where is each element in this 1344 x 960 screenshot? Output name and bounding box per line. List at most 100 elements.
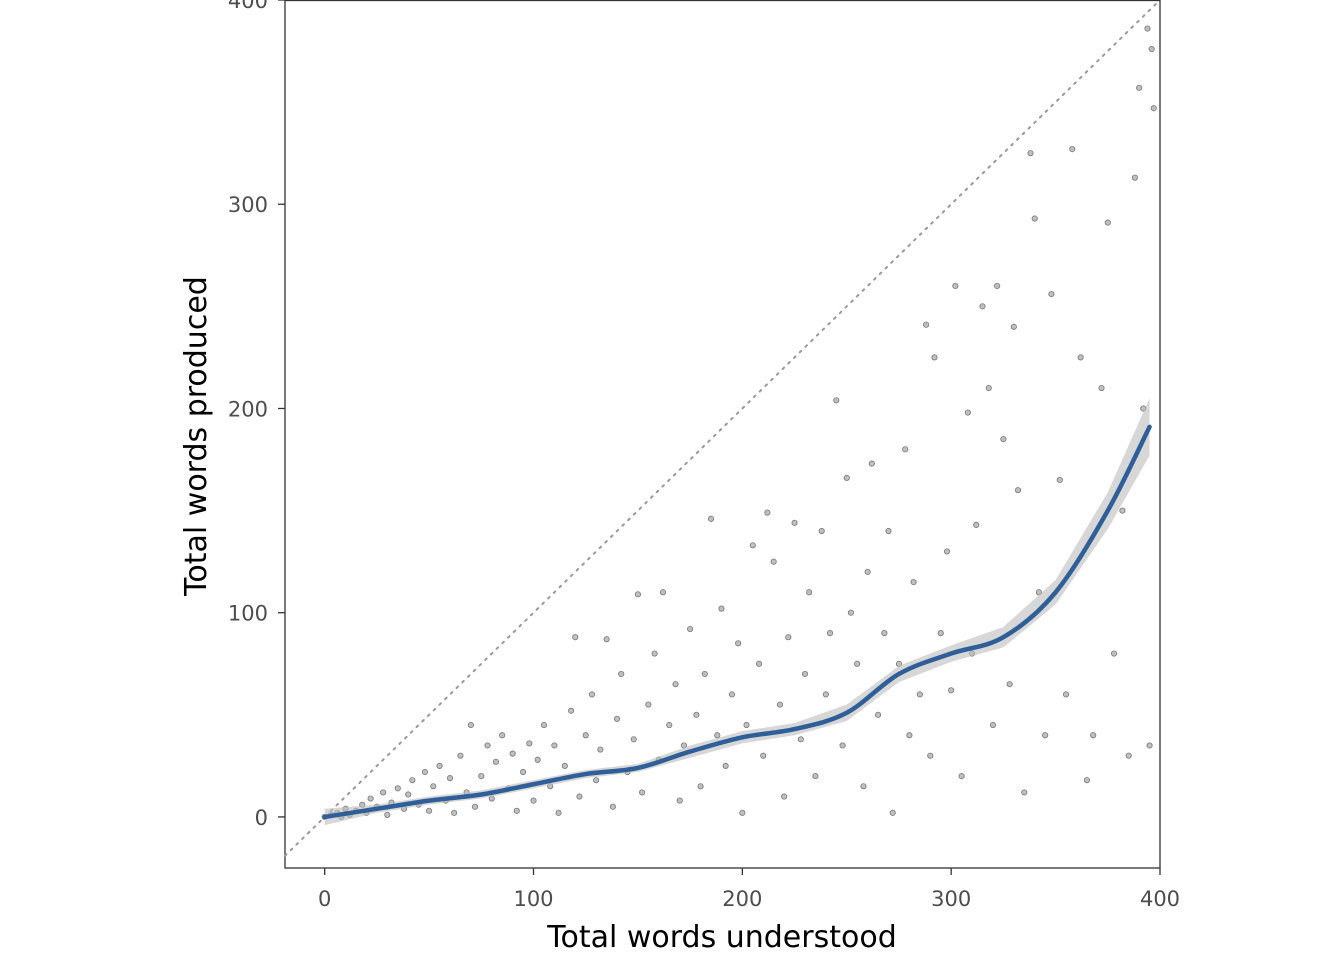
smooth-fit-line <box>322 424 1152 820</box>
data-point <box>676 797 683 804</box>
data-point <box>749 542 756 549</box>
data-point <box>1077 354 1084 361</box>
data-point <box>1056 476 1063 484</box>
data-point <box>1000 436 1007 443</box>
data-point <box>666 721 673 729</box>
data-point <box>958 772 965 780</box>
data-point <box>603 636 610 643</box>
data-point <box>764 509 771 516</box>
x-tick-label: 100 <box>513 887 553 911</box>
data-point <box>791 519 798 526</box>
data-point <box>492 758 500 765</box>
data-point <box>881 630 888 637</box>
data-point <box>916 691 923 698</box>
data-point <box>1090 732 1097 739</box>
data-point <box>436 762 443 769</box>
data-point <box>943 548 951 555</box>
data-point <box>743 721 750 729</box>
data-point <box>567 707 575 714</box>
x-tick-label: 0 <box>318 887 331 911</box>
data-point <box>630 736 637 743</box>
data-point <box>701 670 708 678</box>
data-point <box>1098 384 1105 392</box>
data-point <box>582 732 589 739</box>
data-point <box>540 721 548 729</box>
y-axis-title: Total words produced <box>179 276 214 597</box>
data-point <box>1119 507 1126 514</box>
data-point <box>597 746 604 753</box>
data-point <box>1031 215 1038 222</box>
data-point <box>760 752 767 759</box>
data-point <box>1104 219 1111 226</box>
data-point <box>843 474 850 482</box>
data-point <box>526 740 533 747</box>
y-tick-label: 100 <box>228 602 268 626</box>
data-point <box>1148 45 1155 53</box>
data-point <box>923 321 930 328</box>
data-point <box>1125 752 1132 759</box>
data-point <box>618 670 625 678</box>
y-tick-label: 400 <box>228 0 268 13</box>
data-point <box>826 630 834 637</box>
data-point <box>833 397 840 404</box>
data-point <box>722 762 729 769</box>
data-point <box>1144 25 1151 32</box>
data-point <box>693 711 700 718</box>
data-point <box>639 789 646 796</box>
data-point <box>367 795 374 802</box>
data-point <box>889 809 896 816</box>
data-point <box>551 742 558 749</box>
x-axis-title: Total words understood <box>546 920 897 955</box>
data-point <box>519 768 527 776</box>
data-point <box>822 691 829 698</box>
data-point <box>1150 105 1157 112</box>
data-point <box>801 670 809 678</box>
plot-panel <box>284 0 1161 869</box>
smooth-fit-group <box>322 424 1152 820</box>
data-point <box>634 591 642 598</box>
data-point <box>380 789 387 796</box>
data-point <box>864 568 871 575</box>
data-point <box>484 742 491 749</box>
data-point <box>672 681 679 688</box>
data-point <box>451 809 458 816</box>
data-point <box>728 691 735 698</box>
y-tick-label: 200 <box>228 397 268 421</box>
data-point <box>989 721 997 729</box>
data-point <box>1021 789 1028 796</box>
data-point <box>478 772 485 780</box>
data-point <box>910 578 917 586</box>
data-point <box>948 687 955 694</box>
data-point <box>755 660 763 667</box>
panel-border <box>284 0 1161 869</box>
data-point <box>645 701 652 708</box>
data-point <box>687 625 694 633</box>
data-point <box>609 803 616 810</box>
data-point <box>471 803 479 810</box>
data-point <box>707 515 715 522</box>
data-point <box>806 589 813 596</box>
data-point <box>776 701 784 708</box>
data-point <box>659 589 667 596</box>
data-point <box>860 783 867 790</box>
data-point <box>1136 84 1143 91</box>
data-point <box>1027 150 1034 157</box>
data-point <box>868 460 875 467</box>
data-point <box>739 809 746 816</box>
data-point <box>885 527 892 535</box>
x-tick-label: 400 <box>1140 887 1180 911</box>
data-point <box>421 768 429 776</box>
data-point <box>781 793 788 800</box>
data-point <box>430 783 437 790</box>
data-point <box>735 640 742 647</box>
data-point <box>534 756 541 763</box>
data-point <box>979 303 986 310</box>
data-point <box>1131 174 1139 181</box>
data-point <box>588 691 596 698</box>
data-point <box>985 384 992 392</box>
data-point <box>467 721 474 729</box>
x-tick-label: 200 <box>722 887 762 911</box>
data-point <box>499 732 506 739</box>
x-tick-label: 300 <box>931 887 971 911</box>
